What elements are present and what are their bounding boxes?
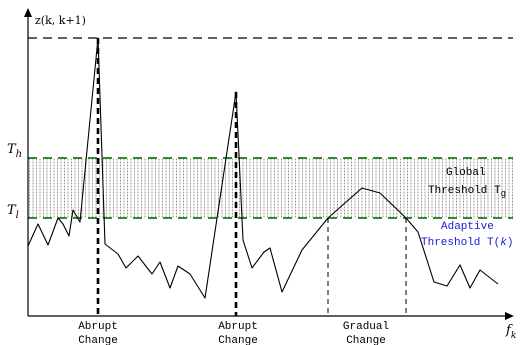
y-axis-arrow bbox=[24, 8, 32, 17]
adaptive-threshold-line1: Adaptive bbox=[441, 221, 494, 233]
abrupt-change-label-2-line1: Abrupt bbox=[218, 321, 258, 333]
gradual-change-label-line2: Change bbox=[346, 335, 386, 345]
abrupt-change-label-1-line1: Abrupt bbox=[78, 321, 118, 333]
threshold-band bbox=[28, 158, 513, 218]
y-axis-label: z(k, k+1) bbox=[35, 14, 86, 27]
tl-label: Tl bbox=[7, 203, 19, 221]
gradual-change-label-line1: Gradual bbox=[343, 321, 389, 333]
global-threshold-line1: Global bbox=[446, 167, 486, 179]
abrupt-change-label-2-line2: Change bbox=[218, 335, 258, 345]
adaptive-threshold-line2: Threshold T(k) bbox=[421, 237, 513, 249]
difference-signal-curve bbox=[27, 37, 499, 299]
th-label: Th bbox=[7, 142, 22, 160]
x-axis-label: fk bbox=[505, 323, 516, 341]
global-threshold-line2: Threshold Tg bbox=[428, 185, 506, 199]
abrupt-change-label-1-line2: Change bbox=[78, 335, 118, 345]
x-axis-arrow bbox=[505, 312, 514, 320]
